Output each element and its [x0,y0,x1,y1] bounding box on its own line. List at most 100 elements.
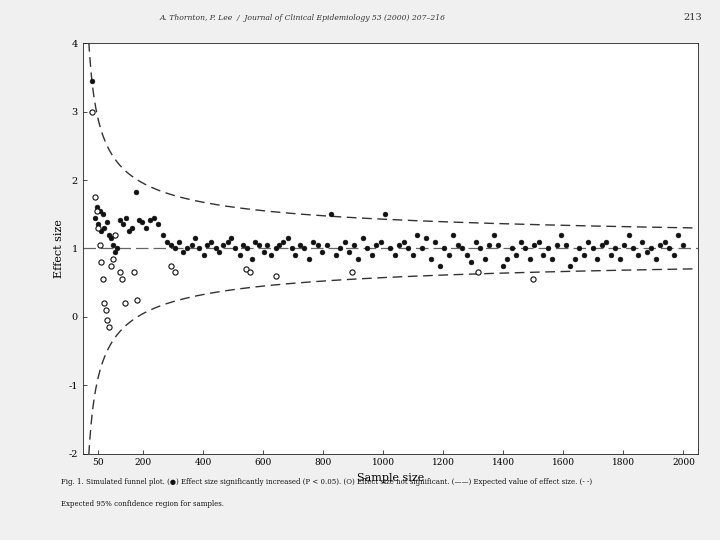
Text: A. Thornton, P. Lee  /  Journal of Clinical Epidemiology 53 (2000) 207–216: A. Thornton, P. Lee / Journal of Clinica… [159,14,446,22]
Point [605,251,616,260]
Point [93,220,104,229]
Point [420,234,431,242]
Point [120,213,132,222]
Point [555,231,567,239]
Point [234,251,246,260]
Point [343,247,355,256]
Point [645,244,657,253]
Point [104,323,115,332]
Point [659,237,670,246]
Point [108,241,120,249]
Point [472,268,483,276]
Point [282,234,293,242]
Point [86,77,98,85]
Point [542,244,554,253]
Point [483,241,495,249]
Point [447,231,459,239]
Point [465,258,477,266]
Point [198,251,210,260]
Point [270,272,282,280]
Point [174,237,185,246]
Point [189,234,201,242]
Point [238,241,249,249]
Point [335,244,346,253]
Point [106,234,117,242]
Point [225,234,237,242]
Point [145,215,156,224]
Point [246,254,257,263]
Point [564,261,575,270]
Point [519,244,531,253]
Point [596,241,608,249]
Point [137,218,148,227]
Point [148,213,160,222]
Point [153,220,164,229]
Point [663,244,675,253]
Point [240,265,252,273]
Point [124,227,135,235]
Point [90,193,102,201]
Point [132,295,143,304]
Point [325,210,337,219]
Point [361,244,373,253]
Point [560,241,572,249]
Point [289,251,301,260]
Point [162,237,174,246]
Point [379,210,391,219]
Point [357,234,369,242]
Point [573,244,585,253]
Point [618,241,630,249]
Point [569,254,580,263]
Point [101,306,112,314]
Point [278,237,289,246]
Point [479,254,490,263]
Point [109,247,121,256]
Point [94,241,106,249]
Point [86,107,98,116]
Point [348,241,359,249]
Point [94,206,106,215]
Point [402,244,413,253]
Point [501,254,513,263]
Point [389,251,400,260]
Point [461,251,472,260]
Point [527,275,539,284]
Point [366,251,377,260]
Point [104,231,115,239]
Point [169,244,181,253]
Point [206,237,217,246]
Point [258,247,269,256]
Point [140,224,152,232]
Point [537,251,549,260]
Point [222,237,233,246]
Point [242,244,253,253]
Text: Expected 95% confidence region for samples.: Expected 95% confidence region for sampl… [61,500,224,508]
Point [109,231,121,239]
Point [96,258,107,266]
Point [106,261,117,270]
Point [528,241,539,249]
Point [127,224,138,232]
Point [546,254,557,263]
Point [169,268,181,276]
Point [312,241,323,249]
Y-axis label: Effect size: Effect size [54,219,64,278]
Point [524,254,536,263]
Point [214,247,225,256]
Point [636,237,648,246]
Point [202,241,213,249]
Text: 213: 213 [683,14,702,23]
Point [488,231,500,239]
Point [641,247,652,256]
Point [587,244,598,253]
Point [609,244,621,253]
Point [591,254,603,263]
Point [117,220,129,229]
Point [186,241,197,249]
Point [425,254,436,263]
Point [194,244,205,253]
Point [515,237,526,246]
Point [411,231,423,239]
Point [97,210,109,219]
Point [101,218,112,227]
